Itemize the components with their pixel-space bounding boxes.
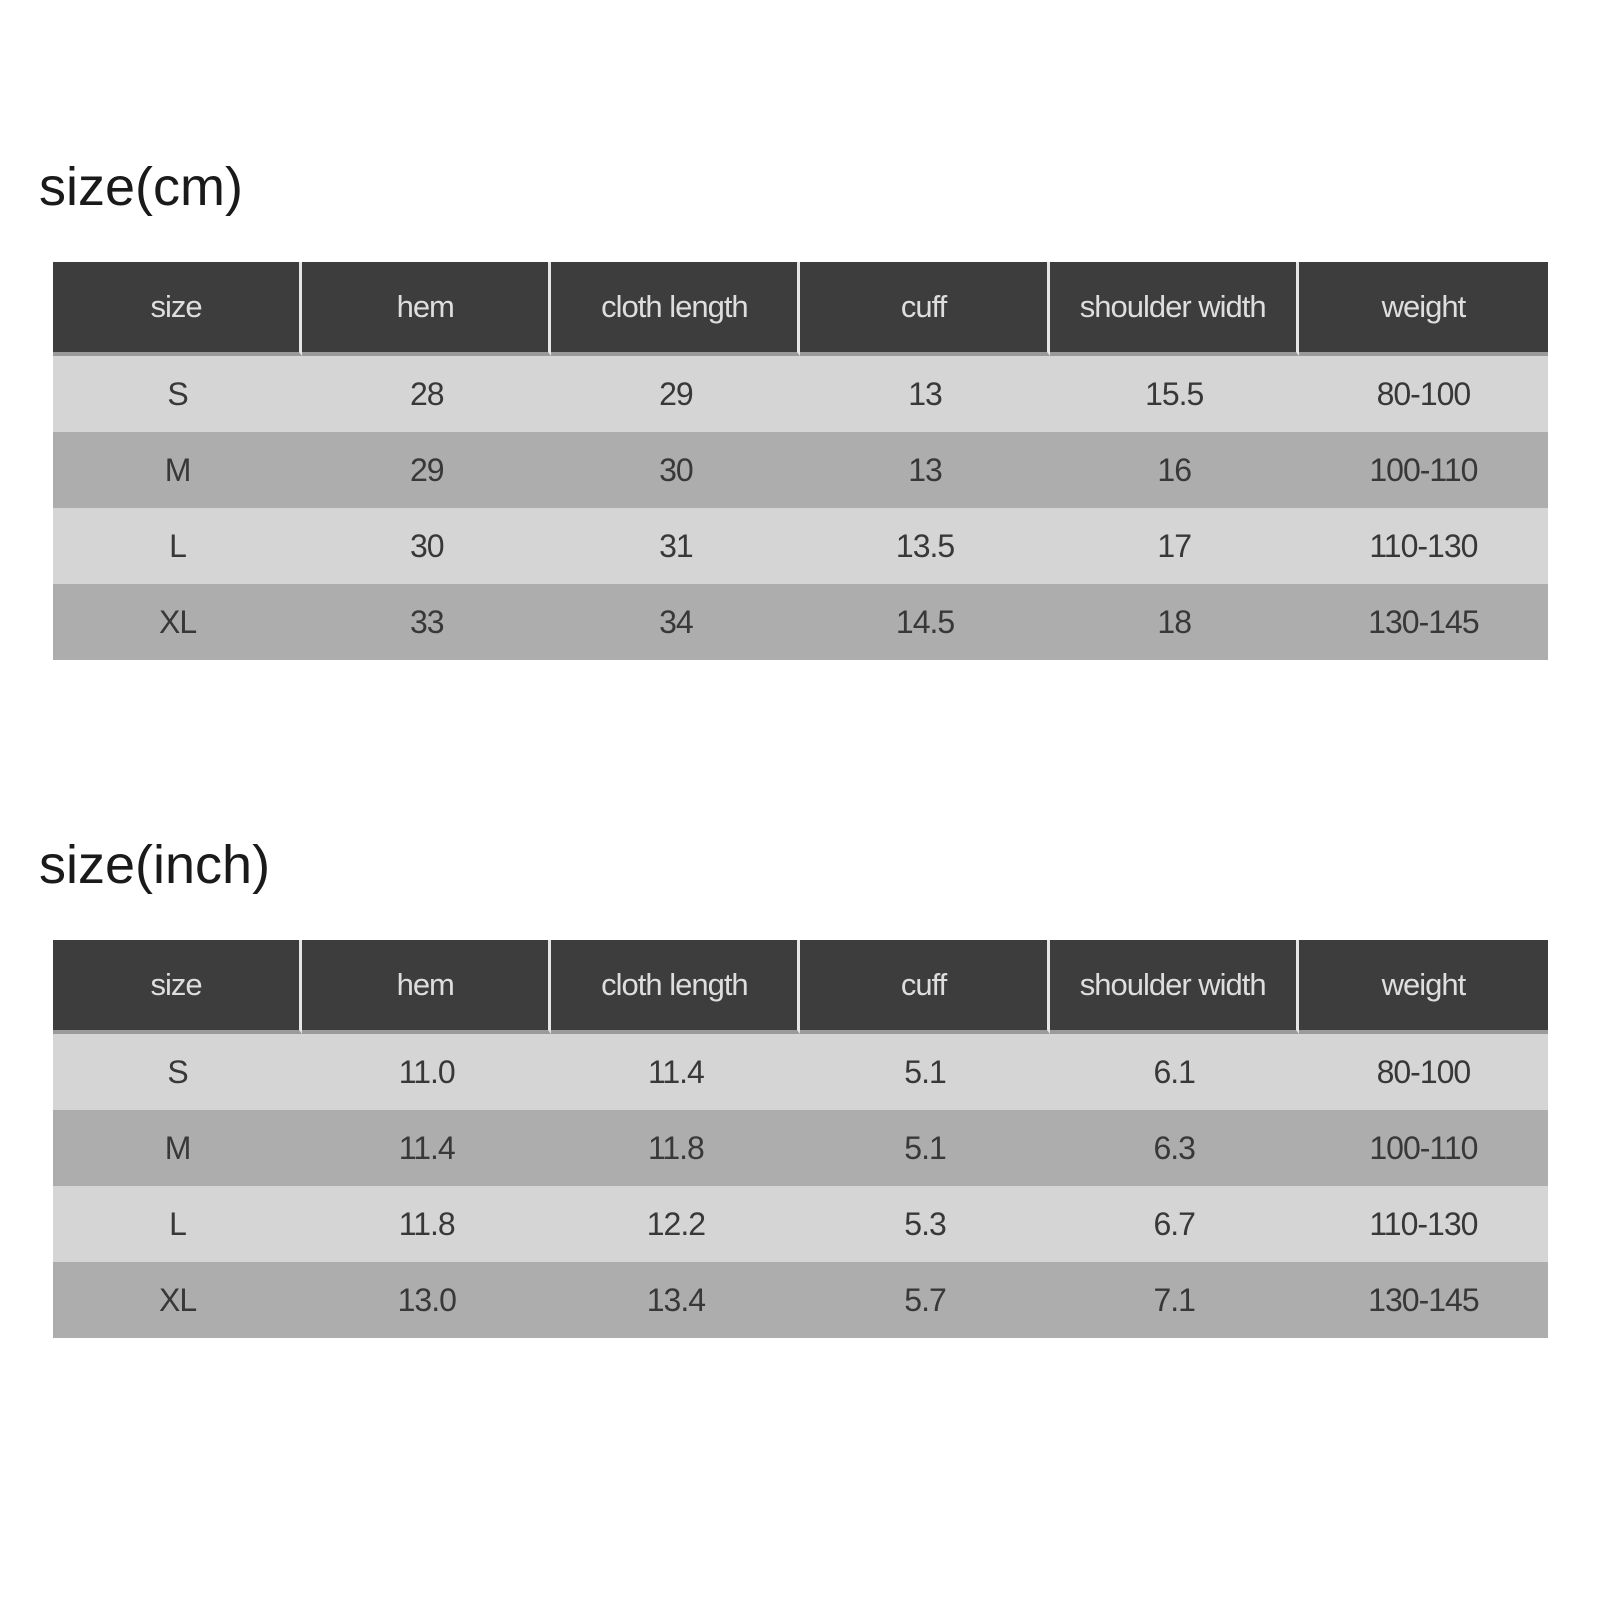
- table-cell: 6.3: [1049, 1110, 1299, 1186]
- table-cell: 33: [302, 584, 552, 660]
- table-cell: 12.2: [551, 1186, 801, 1262]
- column-header: cloth length: [551, 262, 801, 356]
- table-cell: 11.4: [302, 1110, 552, 1186]
- table-row: XL 33 34 14.5 18 130-145: [53, 584, 1548, 660]
- table-cell: 31: [551, 508, 801, 584]
- table-cell: 13: [800, 432, 1050, 508]
- table-cell: 11.8: [551, 1110, 801, 1186]
- table-cell: 6.1: [1049, 1034, 1299, 1110]
- table-cell: 6.7: [1049, 1186, 1299, 1262]
- table-cell: XL: [53, 584, 303, 660]
- column-header: weight: [1298, 940, 1548, 1034]
- column-header: hem: [302, 262, 552, 356]
- table-row: S 28 29 13 15.5 80-100: [53, 356, 1548, 432]
- table-cell: 13: [800, 356, 1050, 432]
- table-cell: 80-100: [1298, 1034, 1548, 1110]
- table-row: S 11.0 11.4 5.1 6.1 80-100: [53, 1034, 1548, 1110]
- table-cell: 5.7: [800, 1262, 1050, 1338]
- table-cell: XL: [53, 1262, 303, 1338]
- table-row: L 11.8 12.2 5.3 6.7 110-130: [53, 1186, 1548, 1262]
- table-cell: 13.4: [551, 1262, 801, 1338]
- table-cell: 13.5: [800, 508, 1050, 584]
- table-cell: 34: [551, 584, 801, 660]
- column-header: size: [53, 940, 303, 1034]
- table-cell: 80-100: [1298, 356, 1548, 432]
- table-cell: 100-110: [1298, 1110, 1548, 1186]
- table-cell: 100-110: [1298, 432, 1548, 508]
- header-row: size hem cloth length cuff shoulder width wei…: [53, 940, 1548, 1034]
- table-cell: 30: [302, 508, 552, 584]
- table-cell: 110-130: [1298, 508, 1548, 584]
- table-cell: 5.3: [800, 1186, 1050, 1262]
- table-cell: 17: [1049, 508, 1299, 584]
- size-inch-title: size(inch): [39, 835, 271, 895]
- table-cell: 7.1: [1049, 1262, 1299, 1338]
- table-row: M 29 30 13 16 100-110: [53, 432, 1548, 508]
- table-cell: 14.5: [800, 584, 1050, 660]
- column-header: weight: [1298, 262, 1548, 356]
- column-header: cuff: [800, 262, 1050, 356]
- table-row: XL 13.0 13.4 5.7 7.1 130-145: [53, 1262, 1548, 1338]
- table-row: L 30 31 13.5 17 110-130: [53, 508, 1548, 584]
- table-cell: 13.0: [302, 1262, 552, 1338]
- size-cm-title: size(cm): [39, 157, 243, 217]
- table-cell: 16: [1049, 432, 1299, 508]
- table-cell: L: [53, 1186, 303, 1262]
- column-header: cloth length: [551, 940, 801, 1034]
- table-cell: 130-145: [1298, 1262, 1548, 1338]
- table-cell: 18: [1049, 584, 1299, 660]
- column-header: size: [53, 262, 303, 356]
- header-row: size hem cloth length cuff shoulder width wei…: [53, 262, 1548, 356]
- size-chart-inch-table: size hem cloth length cuff shoulder width wei…: [53, 940, 1548, 1338]
- column-header: cuff: [800, 940, 1050, 1034]
- table-cell: 11.8: [302, 1186, 552, 1262]
- table-cell: S: [53, 356, 303, 432]
- table-cell: 11.0: [302, 1034, 552, 1110]
- table-row: M 11.4 11.8 5.1 6.3 100-110: [53, 1110, 1548, 1186]
- table-cell: 110-130: [1298, 1186, 1548, 1262]
- column-header: shoulder width: [1049, 940, 1299, 1034]
- column-header: shoulder width: [1049, 262, 1299, 356]
- table-cell: M: [53, 432, 303, 508]
- table-cell: 5.1: [800, 1034, 1050, 1110]
- table-cell: 29: [302, 432, 552, 508]
- table-cell: 5.1: [800, 1110, 1050, 1186]
- table-cell: M: [53, 1110, 303, 1186]
- table-cell: 15.5: [1049, 356, 1299, 432]
- table-cell: L: [53, 508, 303, 584]
- size-chart-cm-table: size hem cloth length cuff shoulder width wei…: [53, 262, 1548, 660]
- table-cell: 29: [551, 356, 801, 432]
- table-cell: 28: [302, 356, 552, 432]
- column-header: hem: [302, 940, 552, 1034]
- table-cell: S: [53, 1034, 303, 1110]
- table-cell: 130-145: [1298, 584, 1548, 660]
- table-cell: 30: [551, 432, 801, 508]
- table-cell: 11.4: [551, 1034, 801, 1110]
